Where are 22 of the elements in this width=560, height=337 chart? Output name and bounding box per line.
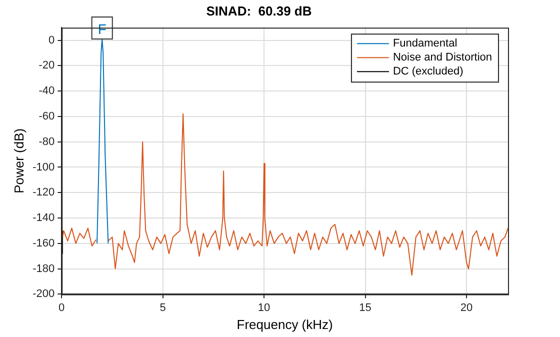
x-tick-label: 5 [160,302,166,314]
x-tick-label: 10 [258,302,270,314]
x-tick-label: 20 [460,302,473,314]
y-tick-label: -140 [32,212,55,224]
y-tick-label: -180 [32,262,55,275]
legend-label: Fundamental [392,38,458,50]
y-tick-label: -120 [32,186,55,199]
y-tick-label: -160 [32,237,55,250]
y-axis-title: Power (dB) [11,128,26,194]
x-axis-title: Frequency (kHz) [236,316,333,332]
y-tick-label: -60 [38,110,55,122]
y-tick-label: -200 [32,288,55,300]
chart-title: SINAD: 60.39 dB [206,3,312,18]
y-tick-label: -100 [32,161,55,174]
y-tick-label: -80 [38,136,55,148]
legend-label: DC (excluded) [392,66,464,78]
y-tick-label: -40 [38,85,55,98]
legend-label: Noise and Distortion [392,52,492,64]
y-tick-label: 0 [48,34,55,46]
y-tick-label: -20 [38,60,55,72]
x-tick-label: 15 [359,302,372,314]
x-tick-label: 0 [58,302,65,314]
